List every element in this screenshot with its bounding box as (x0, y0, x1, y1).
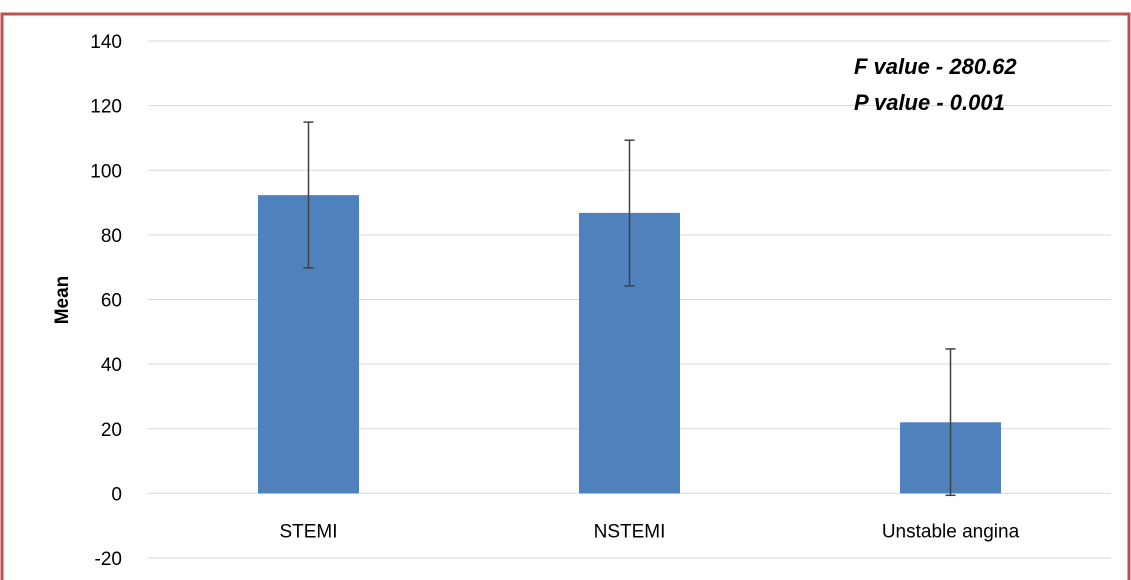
y-tick-label: 100 (90, 161, 122, 182)
y-tick-label: 20 (101, 420, 122, 441)
y-axis-label: Mean (52, 276, 73, 325)
error-bars (303, 121, 956, 497)
annotation-f-value: F value - 280.62 (854, 54, 1017, 79)
y-tick-label: 140 (90, 32, 122, 53)
y-tick-label: 60 (101, 291, 122, 312)
x-tick-labels: STEMI NSTEMI Unstable angina (279, 521, 1019, 542)
chart-border (0, 12, 1131, 580)
x-tick-label: Unstable angina (882, 521, 1020, 542)
x-tick-label: STEMI (279, 521, 337, 542)
y-tick-label: -20 (95, 549, 122, 570)
y-tick-labels: -20 0 20 40 60 80 100 120 140 (90, 32, 122, 570)
annotation-p-value: P value - 0.001 (854, 90, 1005, 115)
y-tick-label: 40 (101, 355, 122, 376)
y-tick-label: 80 (101, 226, 122, 247)
y-tick-label: 120 (90, 97, 122, 118)
x-tick-label: NSTEMI (594, 521, 666, 542)
y-tick-label: 0 (111, 484, 122, 505)
